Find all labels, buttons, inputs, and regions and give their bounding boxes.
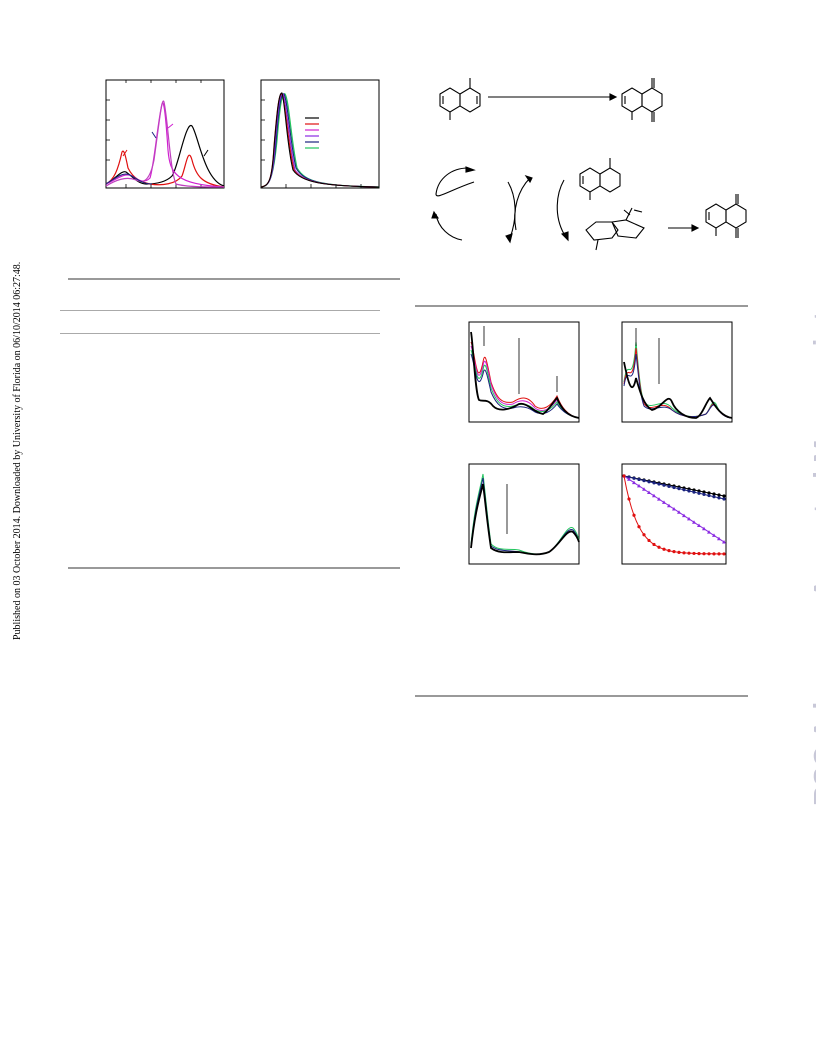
rule-left-3 (60, 333, 380, 334)
uv-vis-time-evolution (468, 463, 580, 565)
rule-left-2 (60, 310, 380, 311)
kinetics-fit-line (623, 475, 725, 543)
watermark-accepted-manuscript: RSC Advances Accepted Manuscript (808, 311, 816, 806)
absorption-spectra-plot (105, 79, 225, 189)
rule-right-2 (415, 695, 748, 697)
rule-right-1 (415, 305, 748, 307)
normalized-emission-plot (260, 79, 380, 189)
uv-vis-time-evolution (468, 321, 580, 423)
kinetics-fit-line (623, 475, 724, 555)
kinetics-fit-line (623, 475, 725, 500)
publication-info-sidebar: Published on 03 October 2014. Downloaded… (12, 261, 23, 640)
uv-vis-time-evolution (621, 321, 733, 423)
rule-left-4 (68, 567, 400, 569)
reaction-scheme (431, 78, 747, 251)
rule-left-1 (68, 278, 400, 280)
decay-kinetics-plot (621, 463, 727, 565)
